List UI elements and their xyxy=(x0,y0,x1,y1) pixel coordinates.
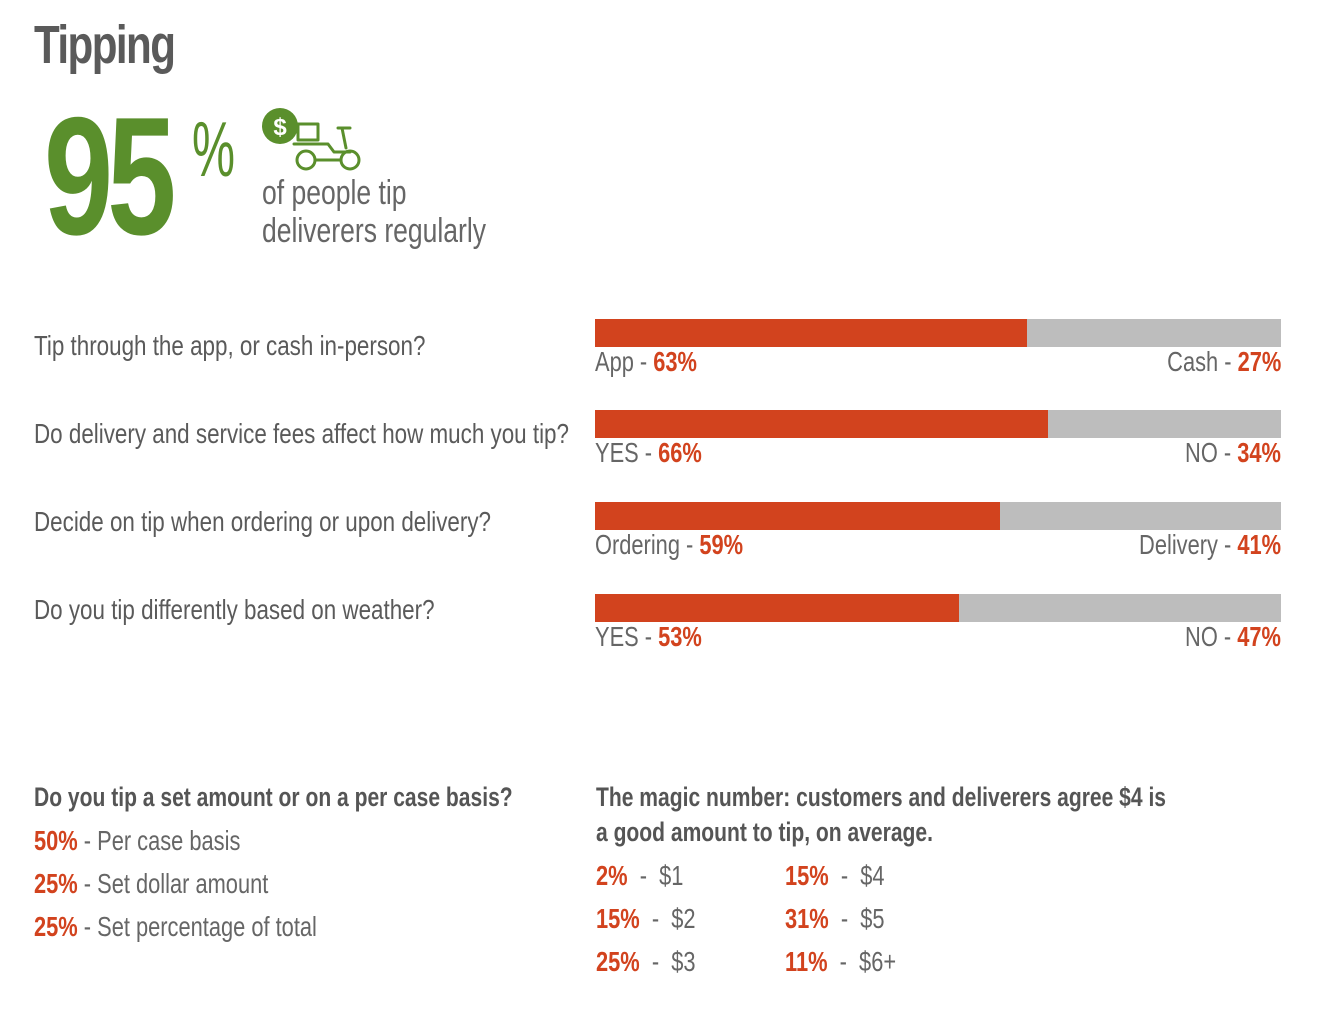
question-label: Tip through the app, or cash in-person? xyxy=(34,330,426,361)
magic-heading-line2: a good amount to tip, on average. xyxy=(596,817,933,847)
set-amount-row: 25% - Set percentage of total xyxy=(34,911,317,942)
set-amount-row: 25% - Set dollar amount xyxy=(34,868,269,899)
svg-text:$: $ xyxy=(273,114,287,141)
question-label: Do you tip differently based on weather? xyxy=(34,594,435,625)
bar-left-label: Ordering - 59% xyxy=(595,529,744,560)
magic-row: 15% - $4 xyxy=(785,860,885,891)
bar-fill xyxy=(595,410,1048,438)
set-amount-heading: Do you tip a set amount or on a per case… xyxy=(34,782,513,812)
bar-left-value: 53% xyxy=(658,621,702,652)
hero-caption-line1: of people tip xyxy=(262,174,407,212)
bar-right-label: Cash - 27% xyxy=(1166,346,1281,377)
magic-row: 15% - $2 xyxy=(596,903,696,934)
bar-track xyxy=(595,410,1281,438)
magic-row: 25% - $3 xyxy=(596,946,696,977)
magic-row: 31% - $5 xyxy=(785,903,885,934)
magic-row: 11% - $6+ xyxy=(785,946,897,977)
hero-caption: of people tip deliverers regularly xyxy=(262,174,486,250)
bar-right-value: 34% xyxy=(1237,437,1281,468)
bar-fill xyxy=(595,319,1028,347)
bar-right-label: NO - 34% xyxy=(1185,437,1281,468)
page-title: Tipping xyxy=(34,15,176,75)
set-amount-row: 50% - Per case basis xyxy=(34,825,241,856)
bar-left-label: YES - 66% xyxy=(595,437,702,468)
bar-right-value: 47% xyxy=(1237,621,1281,652)
hero-caption-line2: deliverers regularly xyxy=(262,212,487,250)
bar-left-value: 63% xyxy=(653,346,697,377)
question-label: Decide on tip when ordering or upon deli… xyxy=(34,506,491,537)
bar-track xyxy=(595,502,1281,530)
hero-percent-symbol: % xyxy=(192,105,236,193)
bar-left-value: 66% xyxy=(658,437,702,468)
bar-fill xyxy=(595,502,1000,530)
magic-row: 2% - $1 xyxy=(596,860,684,891)
bar-right-value: 41% xyxy=(1237,529,1281,560)
bar-fill xyxy=(595,594,959,622)
scooter-dollar-icon: $ xyxy=(262,108,361,171)
bar-left-label: YES - 53% xyxy=(595,621,702,652)
hero-percentage: 95 xyxy=(44,82,176,270)
bar-track xyxy=(595,594,1281,622)
bar-track xyxy=(595,319,1281,347)
bar-right-value: 27% xyxy=(1237,346,1281,377)
bar-right-label: NO - 47% xyxy=(1185,621,1281,652)
bar-left-label: App - 63% xyxy=(595,346,697,377)
bar-left-value: 59% xyxy=(699,529,744,560)
bar-right-label: Delivery - 41% xyxy=(1138,529,1281,560)
question-label: Do delivery and service fees affect how … xyxy=(34,418,569,449)
magic-heading-line1: The magic number: customers and delivere… xyxy=(596,782,1167,812)
